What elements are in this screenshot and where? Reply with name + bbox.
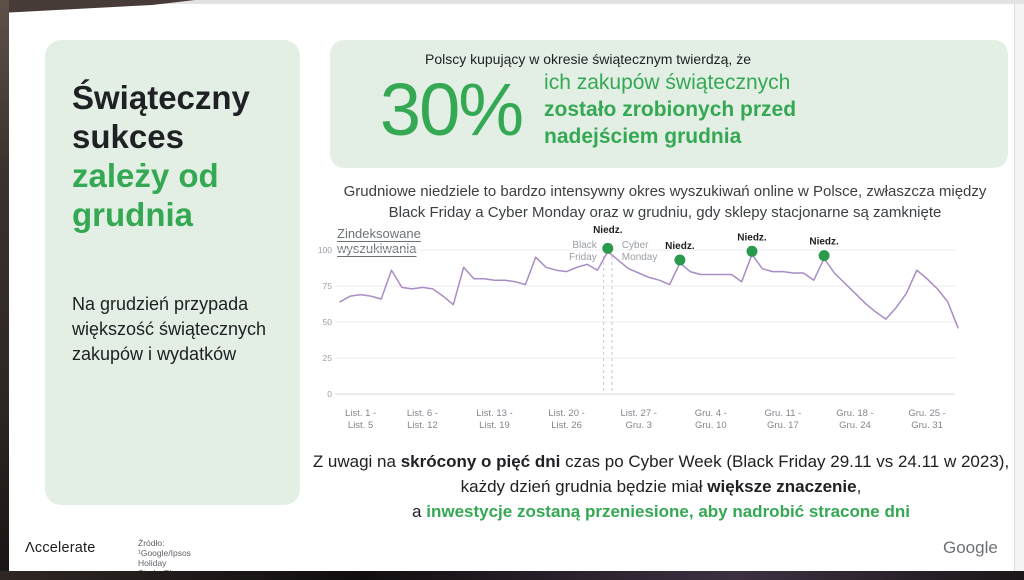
takeaway-line-3: a inwestycje zostaną przeniesione, aby n…: [305, 499, 1017, 524]
google-logo: Google: [943, 538, 998, 557]
x-tick-label: List. 19: [479, 420, 510, 431]
left-panel: [45, 40, 300, 505]
x-tick-label: List. 20 -: [548, 408, 584, 419]
chart-title: Zindeksowane wyszukiwania: [337, 226, 421, 256]
sunday-marker-dot: [602, 242, 614, 254]
x-tick-label: Gru. 25 -: [908, 408, 946, 419]
stat-text: ich zakupów świątecznych zostało zrobion…: [544, 69, 796, 150]
stat-text-line3: nadejściem grudnia: [544, 125, 742, 148]
event-label-black-friday: Black: [572, 240, 597, 251]
x-tick-label: Gru. 3: [625, 420, 651, 431]
sunday-marker-label: Niedz.: [665, 241, 695, 252]
sunday-marker-dot: [818, 250, 830, 262]
accelerate-logo: Λccelerate: [25, 540, 96, 556]
photo-edge-left: [0, 0, 9, 580]
y-tick-label: 100: [318, 245, 332, 255]
slide-right-edge: [1014, 4, 1024, 571]
sunday-marker-dot: [674, 254, 686, 266]
x-tick-label: Gru. 31: [911, 420, 943, 431]
takeaway-text: każdy dzień grudnia będzie miał: [460, 477, 708, 496]
takeaway-line-2: każdy dzień grudnia będzie miał większe …: [305, 474, 1017, 499]
x-tick-label: Gru. 17: [767, 420, 799, 431]
event-label-black-friday: Friday: [569, 252, 597, 263]
y-tick-label: 0: [327, 389, 332, 399]
x-tick-label: List. 27 -: [620, 408, 656, 419]
takeaway-bold: skrócony o pięć dni: [400, 452, 561, 471]
x-tick-label: List. 1 -: [345, 408, 376, 419]
panel-subtitle: Na grudzień przypada większość świąteczn…: [72, 294, 267, 364]
takeaway-bold: większe znaczenie: [707, 477, 857, 496]
stat-row: 30% ich zakupów świątecznych zostało zro…: [340, 69, 836, 150]
search-trend-line: [339, 250, 959, 329]
takeaway-line-1: Z uwagi na skrócony o pięć dni czas po C…: [305, 449, 1017, 474]
y-tick-label: 25: [323, 353, 333, 363]
takeaway-text: Z uwagi na: [312, 452, 401, 471]
sunday-marker-dot: [746, 245, 758, 257]
stat-number: 30%: [379, 67, 524, 151]
event-label-cyber-monday: Monday: [622, 252, 658, 263]
sunday-marker-label: Niedz.: [593, 225, 623, 236]
takeaway-text: ,: [856, 477, 862, 496]
headline: Świąteczny sukces zależy od grudnia: [72, 78, 278, 234]
x-tick-label: List. 6 -: [407, 408, 438, 419]
x-tick-label: List. 13 -: [476, 408, 512, 419]
x-tick-label: Gru. 4 -: [695, 408, 727, 419]
x-tick-label: Gru. 18 -: [836, 408, 874, 419]
takeaway-green: inwestycje zostaną przeniesione, aby nad…: [426, 502, 910, 521]
photo-edge-top-left: [0, 0, 195, 13]
x-tick-label: Gru. 11 -: [765, 408, 802, 419]
x-tick-label: Gru. 24: [839, 420, 871, 431]
chart-intro: Grudniowe niedziele to bardzo intensywny…: [343, 183, 987, 221]
x-tick-label: List. 26: [551, 420, 582, 431]
headline-dark: Świąteczny sukces: [72, 79, 250, 155]
headline-accent: zależy od grudnia: [72, 157, 219, 233]
takeaway-text: czas po Cyber Week (Black Friday 29.11 v…: [560, 452, 1010, 471]
takeaway-text: a: [412, 502, 427, 521]
event-label-cyber-monday: Cyber: [622, 240, 649, 251]
photo-edge-bottom: [0, 571, 1024, 580]
x-tick-label: List. 5: [348, 420, 373, 431]
x-tick-label: List. 12: [407, 420, 438, 431]
sunday-marker-label: Niedz.: [737, 232, 767, 243]
holiday-search-trend-chart: 100 75 50 25 0 Niedz. Niedz. Niedz. Niedz. BlackF…: [318, 225, 959, 431]
photo-edge-top: [0, 0, 1024, 4]
stat-banner: Polscy kupujący w okresie świątecznym tw…: [330, 40, 1008, 168]
stat-text-line1: ich zakupów świątecznych: [544, 71, 791, 94]
y-tick-label: 50: [323, 317, 333, 327]
sunday-marker-label: Niedz.: [809, 237, 839, 248]
y-tick-label: 75: [323, 281, 333, 291]
stat-text-line2: zostało zrobionych przed: [544, 98, 797, 121]
takeaway: Z uwagi na skrócony o pięć dni czas po C…: [305, 449, 1017, 524]
stat-intro: Polscy kupujący w okresie świątecznym tw…: [424, 51, 751, 67]
x-tick-label: Gru. 10: [695, 420, 727, 431]
